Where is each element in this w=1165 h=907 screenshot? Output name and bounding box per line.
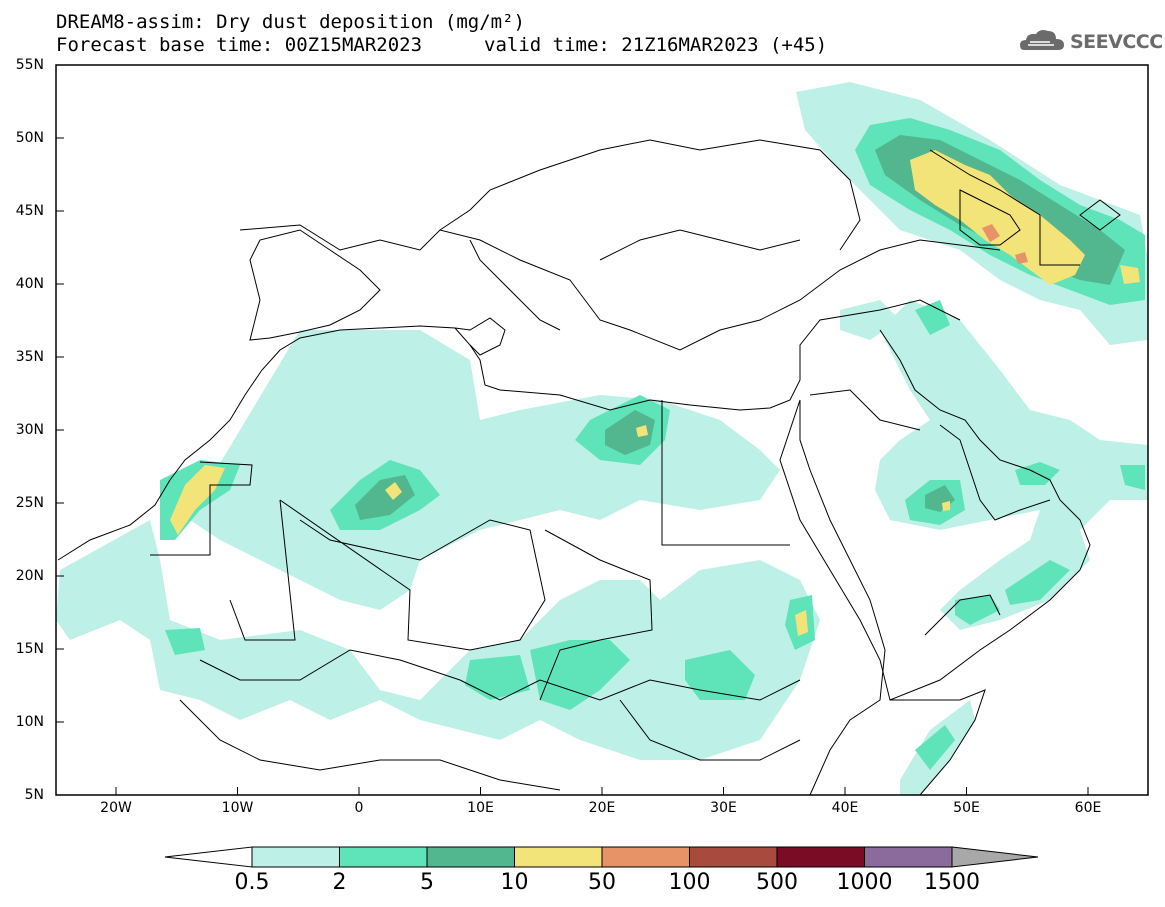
colorbar-label: 1500 (924, 870, 980, 895)
lat-label: 30N (15, 422, 44, 438)
lat-label: 40N (15, 276, 44, 292)
lat-label: 5N (24, 787, 44, 803)
colorbar-label: 100 (668, 870, 711, 895)
lon-label: 10W (221, 800, 254, 816)
lon-label: 10E (467, 800, 494, 816)
colorbar-swatch (864, 846, 953, 868)
colorbar-label: 50 (588, 870, 616, 895)
colorbar-right-arrow (951, 846, 1039, 868)
lon-label: 20E (588, 800, 616, 816)
country-borders (57, 139, 1121, 796)
colorbar-swatch (339, 846, 428, 868)
lat-label: 35N (15, 349, 44, 365)
map-title: DREAM8-assim: Dry dust deposition (mg/m²… (56, 11, 525, 33)
colorbar (164, 846, 1039, 868)
colorbar-swatch (514, 846, 603, 868)
lat-label: 20N (15, 568, 44, 584)
lon-label: 40E (831, 800, 859, 816)
lon-label: 50E (953, 800, 980, 816)
colorbar-left-arrow (164, 846, 253, 868)
dust-field-layer (56, 82, 1148, 795)
colorbar-swatch (689, 846, 778, 868)
colorbar-swatch (426, 846, 515, 868)
lat-label: 55N (15, 57, 44, 73)
cloud-logo-icon (1020, 30, 1064, 50)
lon-label: 60E (1074, 800, 1102, 816)
colorbar-swatch (251, 846, 340, 868)
lat-label: 25N (15, 495, 44, 511)
lon-label: 30E (710, 800, 737, 816)
colorbar-swatch (776, 846, 865, 868)
colorbar-label: 0.5 (234, 870, 270, 895)
lat-label: 15N (15, 641, 44, 657)
colorbar-swatch (601, 846, 690, 868)
colorbar-label: 500 (756, 870, 798, 895)
map-frame (55, 64, 1149, 796)
colorbar-label: 10 (500, 870, 529, 895)
lat-label: 10N (15, 714, 44, 730)
valid-time: valid time: 21Z16MAR2023 (+45) (484, 34, 828, 56)
forecast-base-time: Forecast base time: 00Z15MAR2023 (56, 34, 423, 56)
lon-label: 20W (100, 800, 132, 816)
lon-label: 0 (354, 800, 364, 816)
colorbar-label: 1000 (836, 870, 893, 895)
colorbar-label: 5 (420, 870, 434, 895)
lat-label: 45N (15, 203, 44, 219)
lat-label: 50N (15, 130, 44, 146)
colorbar-label: 2 (332, 870, 347, 895)
logo-text: SEEVCCC (1070, 31, 1163, 53)
